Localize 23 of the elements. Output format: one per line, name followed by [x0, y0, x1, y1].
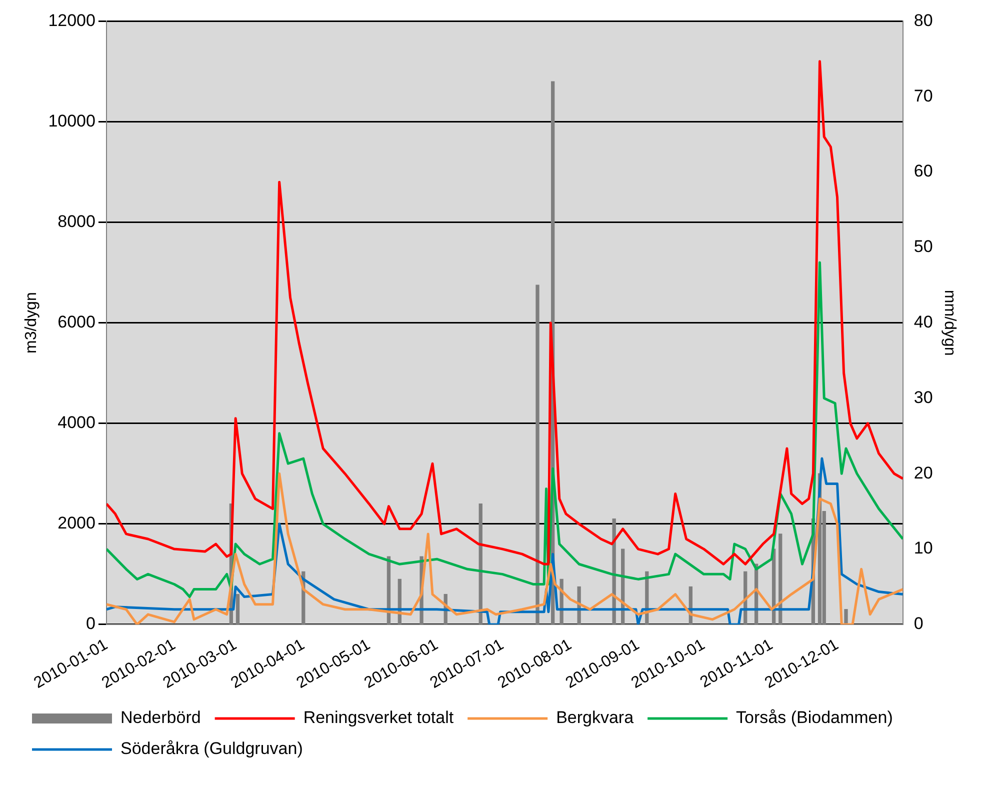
legend-label: Torsås (Biodammen) — [736, 708, 893, 728]
y-tick-label: 6000 — [58, 312, 96, 332]
y-tick-label: 10000 — [48, 111, 96, 130]
y2-tick-label: 0 — [914, 614, 924, 634]
y2-axis-title: mm/dygn — [940, 290, 958, 356]
legend-label: Nederbörd — [120, 708, 201, 728]
y2-tick-label: 30 — [914, 388, 933, 407]
y2-tick-label: 70 — [914, 86, 933, 106]
y2-tick-label: 40 — [914, 312, 933, 332]
y-axis-title: m3/dygn — [23, 292, 40, 354]
y-tick-label: 8000 — [58, 212, 96, 231]
y2-tick-label: 50 — [914, 237, 933, 256]
y2-tick-label: 10 — [914, 538, 933, 558]
y-tick-label: 4000 — [58, 413, 96, 432]
legend-label: Söderåkra (Guldgruvan) — [120, 739, 303, 758]
y-tick-label: 0 — [86, 614, 96, 634]
y2-tick-label: 80 — [914, 10, 933, 30]
y2-tick-label: 20 — [914, 463, 933, 482]
y-tick-label: 2000 — [58, 514, 96, 533]
legend-label: Bergkvara — [556, 708, 634, 728]
y-tick-label: 12000 — [48, 10, 96, 30]
legend-label: Reningsverket totalt — [303, 708, 454, 728]
y2-tick-label: 60 — [914, 162, 933, 181]
